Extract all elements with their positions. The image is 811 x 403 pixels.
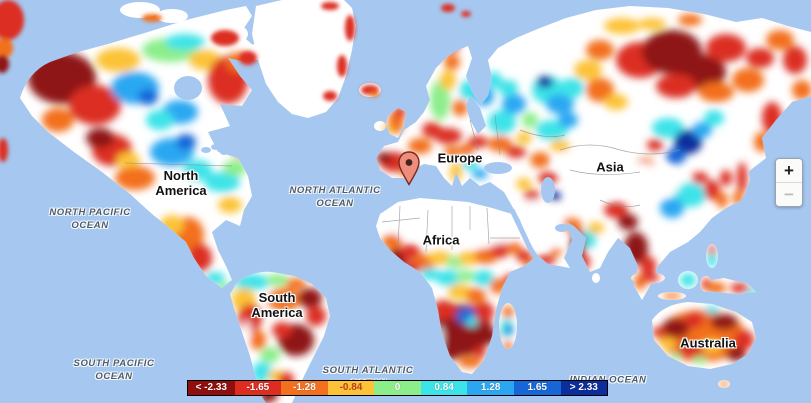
zoom-control: + − <box>775 158 803 207</box>
legend-segment: > 2.33 <box>560 381 608 395</box>
color-scale-legend: < -2.33 -1.65 -1.28 -0.84 0 0.84 1.28 1.… <box>187 380 608 396</box>
zoom-out-button[interactable]: − <box>784 184 794 204</box>
legend-segment: -1.65 <box>234 381 282 395</box>
legend-segment: 1.28 <box>467 381 514 395</box>
zoom-in-button[interactable]: + <box>776 159 802 183</box>
legend-segment: < -2.33 <box>188 381 235 395</box>
legend-segment: -0.84 <box>327 381 375 395</box>
legend-segment: 0.84 <box>420 381 468 395</box>
marker-dot <box>405 159 413 166</box>
legend-segment: 1.65 <box>513 381 561 395</box>
location-marker-pin[interactable] <box>398 151 420 187</box>
legend-segment: -1.28 <box>281 381 328 395</box>
legend-segment: 0 <box>374 381 421 395</box>
